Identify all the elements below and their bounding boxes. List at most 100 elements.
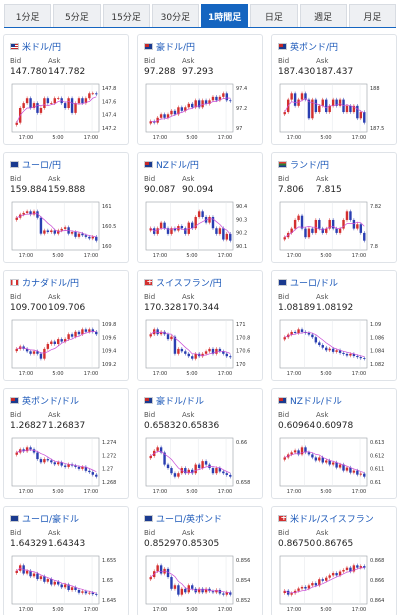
candlestick-chart[interactable]: 1.655 1.65 1.645 17:00 5:00 17:00 <box>10 552 125 614</box>
candlestick-chart[interactable]: 161 160.5 160 17:00 5:00 17:00 <box>10 198 125 260</box>
y-tick-label: 109.8 <box>102 322 116 328</box>
tab-5min[interactable]: 5分足 <box>53 4 101 27</box>
bid-label: Bid <box>144 529 156 537</box>
tab-daily[interactable]: 日足 <box>250 4 298 27</box>
currency-pair-link[interactable]: NZドル/ドル <box>290 396 342 407</box>
currency-pair-link[interactable]: 豪ドル/ドル <box>156 396 205 407</box>
candle-up <box>170 228 173 234</box>
x-tick-label: 17:00 <box>19 489 33 495</box>
candle-up <box>180 588 184 595</box>
rate-card[interactable]: NZドル/円 Bid Ask 90.087 90.094 90.4 90.3 90.2 90.1… <box>137 152 263 263</box>
ask-price: 0.86765 <box>316 539 354 549</box>
y-tick-label: 1.65 <box>102 578 113 584</box>
currency-pair-link[interactable]: 豪ドル/円 <box>156 42 196 53</box>
candle-down <box>356 565 359 568</box>
rate-card[interactable]: 豪ドル/円 Bid Ask 97.288 97.293 97.4 97.2 97 17:00 5:… <box>137 34 263 145</box>
tab-15min[interactable]: 15分足 <box>102 4 150 27</box>
y-tick-label: 1.655 <box>102 558 116 564</box>
currency-pair-link[interactable]: 英ポンド/ドル <box>22 396 80 407</box>
currency-pair-link[interactable]: 米ドル/スイスフラン <box>290 514 374 525</box>
candle-down <box>36 452 39 460</box>
tab-30min[interactable]: 30分足 <box>151 4 199 27</box>
candle-up <box>57 462 60 465</box>
tab-1hour[interactable]: 1時間足 <box>201 4 249 27</box>
currency-pair-link[interactable]: スイスフラン/円 <box>156 278 222 289</box>
currency-pair-link[interactable]: ユーロ/円 <box>22 160 62 171</box>
candle-down <box>95 594 98 595</box>
currency-pair-link[interactable]: ユーロ/豪ドル <box>22 514 80 525</box>
rate-card[interactable]: 英ポンド/ドル Bid Ask 1.26827 1.26837 1.274 1.272 1.2… <box>3 388 129 499</box>
ask-price: 0.65836 <box>182 421 220 431</box>
candle-down <box>359 357 363 359</box>
rate-card[interactable]: NZドル/ドル Bid Ask 0.60964 0.60978 0.613 0.612 0.6… <box>271 388 397 499</box>
y-tick-label: 187.5 <box>370 126 384 132</box>
candle-down <box>29 211 32 215</box>
rate-card[interactable]: 豪ドル/ドル Bid Ask 0.65832 0.65836 0.66 0.658 17:00… <box>137 388 263 499</box>
candle-down <box>60 339 63 342</box>
candle-up <box>50 230 53 233</box>
card-header: ユーロ/英ポンド <box>144 512 258 525</box>
candlestick-chart[interactable]: 90.4 90.3 90.2 90.1 17:00 5:00 17:00 <box>144 198 259 260</box>
x-tick-label: 17:00 <box>218 253 232 259</box>
candle-up <box>283 337 286 340</box>
candlestick-chart[interactable]: 0.66 0.658 17:00 5:00 17:00 <box>144 434 259 496</box>
y-tick-label: 109.2 <box>102 362 116 368</box>
candle-down <box>46 459 50 461</box>
candlestick-chart[interactable]: 0.868 0.866 0.864 17:00 5:00 17:00 <box>278 552 393 614</box>
rate-card[interactable]: ランド/円 Bid Ask 7.806 7.815 7.82 7.8 17:00 5:00 17:… <box>271 152 397 263</box>
candle-up <box>211 96 215 101</box>
rate-card[interactable]: 米ドル/円 Bid Ask 147.780 147.782 147.8 147.6 147.4… <box>3 34 129 145</box>
y-tick-label: 1.086 <box>370 335 384 341</box>
chart-svg: 161 160.5 160 17:00 5:00 17:00 <box>11 201 116 259</box>
currency-pair-link[interactable]: NZドル/円 <box>156 160 199 171</box>
candlestick-chart[interactable]: 97.4 97.2 97 17:00 5:00 17:00 <box>144 80 259 142</box>
candlestick-chart[interactable]: 147.8 147.6 147.4 147.2 17:00 5:00 17:00 <box>10 80 125 142</box>
currency-pair-link[interactable]: 米ドル/円 <box>22 42 62 53</box>
candlestick-chart[interactable]: 7.82 7.8 17:00 5:00 17:00 <box>278 198 393 260</box>
candle-down <box>46 230 50 233</box>
candle-down <box>307 333 311 335</box>
tab-monthly[interactable]: 月足 <box>348 4 396 27</box>
candlestick-chart[interactable]: 109.8 109.6 109.4 109.2 17:00 5:00 17:00 <box>10 316 125 378</box>
candle-up <box>215 589 218 593</box>
candle-up <box>53 581 56 585</box>
currency-pair-link[interactable]: ユーロ/ドル <box>290 278 339 289</box>
candlestick-chart[interactable]: 0.613 0.612 0.611 0.61 17:00 5:00 17:00 <box>278 434 393 496</box>
candle-down <box>229 233 232 241</box>
currency-pair-link[interactable]: ユーロ/英ポンド <box>156 514 223 525</box>
rate-card[interactable]: カナダドル/円 Bid Ask 109.700 109.706 109.8 109.6 109… <box>3 270 129 381</box>
candle-down <box>304 228 307 238</box>
candle-down <box>84 329 88 332</box>
candle-up <box>215 348 218 354</box>
ask-price: 187.437 <box>316 67 354 77</box>
rate-card[interactable]: 英ポンド/円 Bid Ask 187.430 187.437 188 187.5 17:00 5… <box>271 34 397 145</box>
currency-pair-link[interactable]: 英ポンド/円 <box>290 42 339 53</box>
candle-up <box>342 569 345 572</box>
candlestick-chart[interactable]: 1.09 1.086 1.084 1.082 17:00 5:00 17:00 <box>278 316 393 378</box>
candle-up <box>338 571 342 576</box>
rate-card[interactable]: ユーロ/英ポンドBidAsk0.852970.853050.8560.8540.… <box>137 506 263 615</box>
bid-price: 90.087 <box>144 185 176 195</box>
candle-down <box>170 468 173 474</box>
currency-pair-link[interactable]: ランド/円 <box>290 160 330 171</box>
ask-price: 170.344 <box>182 303 220 313</box>
candle-down <box>311 228 314 233</box>
bid-price: 97.288 <box>144 67 176 77</box>
currency-pair-link[interactable]: カナダドル/円 <box>22 278 80 289</box>
candlestick-chart[interactable]: 171 170.8 170.6 170 17:00 5:00 17:00 <box>144 316 259 378</box>
tab-1min[interactable]: 1分足 <box>4 4 52 27</box>
card-header: カナダドル/円 <box>10 276 124 289</box>
y-tick-label: 0.866 <box>370 578 384 584</box>
plot-frame <box>145 437 234 487</box>
candlestick-chart[interactable]: 0.856 0.854 0.852 17:00 5:00 17:00 <box>144 552 259 614</box>
candlestick-chart[interactable]: 188 187.5 17:00 5:00 17:00 <box>278 80 393 142</box>
tab-weekly[interactable]: 週足 <box>299 4 347 27</box>
x-tick-label: 17:00 <box>84 371 98 377</box>
candle-up <box>325 460 328 463</box>
candlestick-chart[interactable]: 1.274 1.272 1.27 1.268 17:00 5:00 17:00 <box>10 434 125 496</box>
